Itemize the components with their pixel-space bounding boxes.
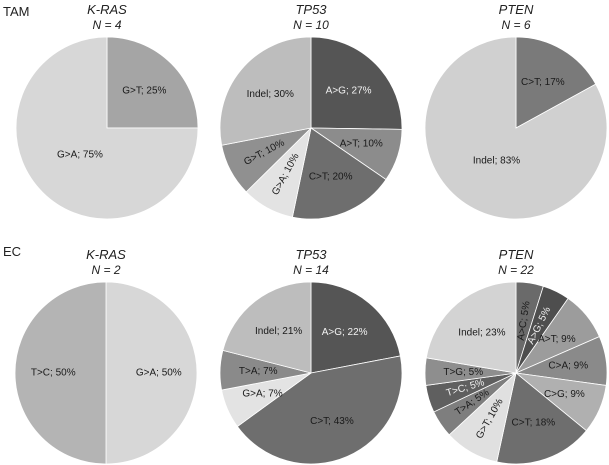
slice-label: G>A; 50% xyxy=(136,368,182,379)
pie-slice xyxy=(236,355,403,465)
pie-n-label: N = 14 xyxy=(293,263,329,277)
pie-title: TP53 xyxy=(295,247,327,262)
slice-label: Indel; 21% xyxy=(255,326,302,337)
slice-label: Indel; 30% xyxy=(247,89,294,100)
slice-label: T>A; 7% xyxy=(239,366,278,377)
pie-slice xyxy=(425,281,517,374)
pie-slice xyxy=(15,36,199,220)
slice-label: Indel; 83% xyxy=(473,156,520,167)
slice-label: C>T; 17% xyxy=(521,77,565,88)
slice-label: A>T; 9% xyxy=(538,334,576,345)
slice-label: C>G; 9% xyxy=(544,389,585,400)
pie-slice xyxy=(219,36,312,146)
slice-label: G>T; 25% xyxy=(122,85,166,96)
pie-tam-pten: PTEN N = 6 C>T; 17% Indel; 83% xyxy=(424,2,608,220)
slice-label: C>A; 9% xyxy=(548,360,588,371)
pie-title: TP53 xyxy=(295,2,327,17)
pie-n-label: N = 22 xyxy=(498,263,534,277)
slice-label: C>T; 18% xyxy=(512,417,556,428)
slice-label: T>G; 5% xyxy=(443,367,483,378)
slice-label: G>A; 75% xyxy=(57,150,103,161)
pie-ec-tp53: TP53 N = 14 A>G; 22% C>T; 43% G>A; 7% T>A; … xyxy=(219,247,403,465)
pie-slice xyxy=(424,36,608,220)
slice-label: C>T; 20% xyxy=(309,172,353,183)
pie-slice xyxy=(222,281,312,374)
slice-label: Indel; 23% xyxy=(458,327,505,338)
pie-n-label: N = 10 xyxy=(293,18,329,32)
row-label-tam: TAM xyxy=(3,4,29,19)
pie-slice xyxy=(496,372,587,465)
pie-n-label: N = 4 xyxy=(92,18,121,32)
pie-n-label: N = 6 xyxy=(501,18,530,32)
pie-ec-kras: K-RAS N = 2 G>A; 50% T>C; 50% xyxy=(14,247,198,465)
pie-slice xyxy=(310,36,403,130)
pie-tam-tp53: TP53 N = 10 A>G; 27%A>T; 10%C>T; 20%G>A;… xyxy=(219,2,403,220)
slice-label: T>C; 50% xyxy=(31,368,76,379)
slice-label: A>G; 22% xyxy=(322,327,368,338)
slice-label: G>A; 7% xyxy=(242,389,282,400)
slice-label: A>T; 10% xyxy=(340,139,383,150)
pie-slice xyxy=(515,36,597,129)
pie-title: PTEN xyxy=(499,247,534,262)
pie-n-label: N = 2 xyxy=(91,263,120,277)
pie-slice xyxy=(105,281,198,465)
row-label-ec: EC xyxy=(3,244,21,259)
slice-label: A>G; 27% xyxy=(326,86,372,97)
pie-slice xyxy=(106,36,199,129)
pie-slice xyxy=(310,281,401,374)
pie-title: K-RAS xyxy=(87,2,127,17)
pie-ec-pten: PTEN N = 22 A>C; 5%A>G; 5%A>T; 9%C>A; 9%… xyxy=(424,247,608,465)
pie-slice xyxy=(14,281,107,465)
pie-slice xyxy=(291,127,387,220)
slice-label: C>T; 43% xyxy=(310,416,354,427)
pie-title: K-RAS xyxy=(86,247,126,262)
pie-title: PTEN xyxy=(499,2,534,17)
pie-tam-kras: K-RAS N = 4 G>T; 25% G>A; 75% xyxy=(15,2,199,220)
